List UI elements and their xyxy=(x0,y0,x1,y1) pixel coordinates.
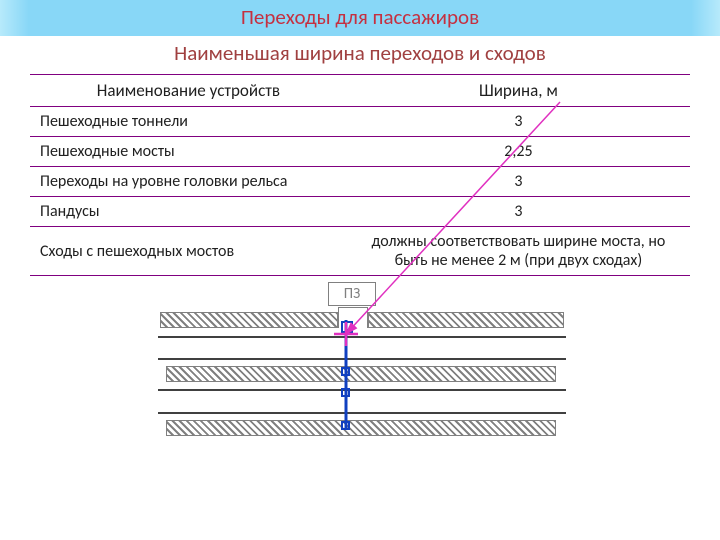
table-row: Сходы с пешеходных мостов должны соответ… xyxy=(30,227,690,276)
subtitle: Наименьшая ширина переходов и сходов xyxy=(0,36,720,74)
platform xyxy=(166,366,556,382)
table-row: Пешеходные тоннели 3 xyxy=(30,107,690,137)
header-name: Наименование устройств xyxy=(30,75,347,107)
track-diagram: ПЗ xyxy=(110,282,610,492)
rail-track xyxy=(158,358,566,360)
platform-gap xyxy=(338,307,368,328)
platform xyxy=(368,312,564,328)
widths-table: Наименование устройств Ширина, м Пешеход… xyxy=(30,74,690,276)
platform xyxy=(160,312,338,328)
pz-box: ПЗ xyxy=(328,282,376,306)
rail-track xyxy=(158,412,566,414)
table-header-row: Наименование устройств Ширина, м xyxy=(30,75,690,107)
table-bottom-rule xyxy=(30,276,690,277)
table-row: Пешеходные мосты 2,25 xyxy=(30,137,690,167)
page-title: Переходы для пассажиров xyxy=(241,4,479,30)
table-row: Переходы на уровне головки рельса 3 xyxy=(30,167,690,197)
platform xyxy=(166,420,556,436)
title-bar: Переходы для пассажиров xyxy=(0,0,720,36)
rail-track xyxy=(158,389,566,391)
header-width: Ширина, м xyxy=(347,75,690,107)
table-row: Пандусы 3 xyxy=(30,197,690,227)
rail-track xyxy=(158,336,566,338)
